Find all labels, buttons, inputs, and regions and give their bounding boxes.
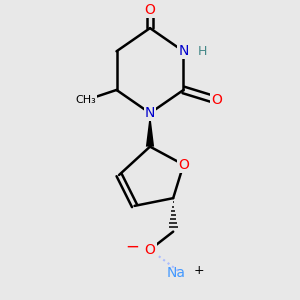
Text: Na: Na bbox=[166, 266, 185, 280]
Text: O: O bbox=[145, 3, 155, 17]
Polygon shape bbox=[146, 113, 154, 147]
Text: N: N bbox=[178, 44, 189, 58]
Text: O: O bbox=[178, 158, 189, 172]
Text: −: − bbox=[125, 238, 139, 256]
Text: O: O bbox=[145, 243, 155, 257]
Text: H: H bbox=[198, 45, 208, 58]
Text: N: N bbox=[145, 106, 155, 120]
Text: CH₃: CH₃ bbox=[75, 95, 96, 105]
Text: O: O bbox=[212, 93, 222, 107]
Text: +: + bbox=[194, 264, 204, 277]
